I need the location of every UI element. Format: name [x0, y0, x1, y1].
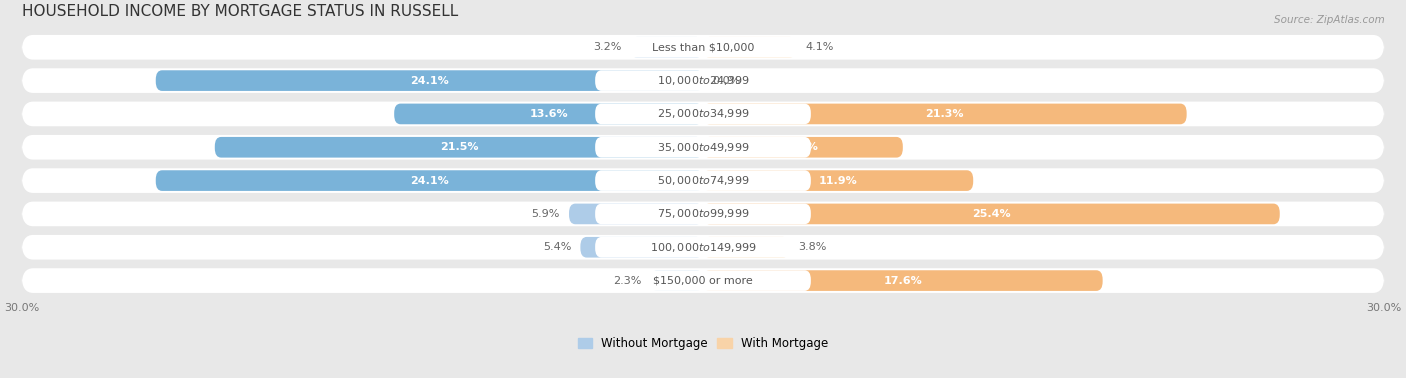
Text: 17.6%: 17.6% — [883, 276, 922, 286]
FancyBboxPatch shape — [703, 170, 973, 191]
FancyBboxPatch shape — [581, 237, 703, 257]
FancyBboxPatch shape — [394, 104, 703, 124]
Text: $75,000 to $99,999: $75,000 to $99,999 — [657, 208, 749, 220]
FancyBboxPatch shape — [21, 68, 1385, 93]
Text: 24.1%: 24.1% — [411, 176, 449, 186]
Text: 3.8%: 3.8% — [799, 242, 827, 252]
FancyBboxPatch shape — [156, 170, 703, 191]
FancyBboxPatch shape — [703, 204, 1279, 224]
FancyBboxPatch shape — [703, 270, 1102, 291]
FancyBboxPatch shape — [703, 237, 789, 257]
FancyBboxPatch shape — [595, 70, 811, 91]
Text: 5.9%: 5.9% — [531, 209, 560, 219]
FancyBboxPatch shape — [595, 170, 811, 191]
FancyBboxPatch shape — [215, 137, 703, 158]
Text: $35,000 to $49,999: $35,000 to $49,999 — [657, 141, 749, 154]
FancyBboxPatch shape — [21, 235, 1385, 260]
Text: 5.4%: 5.4% — [543, 242, 571, 252]
Text: HOUSEHOLD INCOME BY MORTGAGE STATUS IN RUSSELL: HOUSEHOLD INCOME BY MORTGAGE STATUS IN R… — [21, 4, 458, 19]
FancyBboxPatch shape — [21, 168, 1385, 193]
FancyBboxPatch shape — [630, 37, 703, 57]
FancyBboxPatch shape — [595, 137, 811, 158]
FancyBboxPatch shape — [21, 102, 1385, 126]
Text: 0.0%: 0.0% — [711, 76, 741, 85]
Text: 21.3%: 21.3% — [925, 109, 965, 119]
Text: 25.4%: 25.4% — [972, 209, 1011, 219]
FancyBboxPatch shape — [595, 270, 811, 291]
Text: $50,000 to $74,999: $50,000 to $74,999 — [657, 174, 749, 187]
Text: 24.1%: 24.1% — [411, 76, 449, 85]
FancyBboxPatch shape — [156, 70, 703, 91]
Text: Source: ZipAtlas.com: Source: ZipAtlas.com — [1274, 15, 1385, 25]
Legend: Without Mortgage, With Mortgage: Without Mortgage, With Mortgage — [574, 332, 832, 355]
FancyBboxPatch shape — [703, 37, 796, 57]
FancyBboxPatch shape — [703, 137, 903, 158]
FancyBboxPatch shape — [21, 135, 1385, 160]
FancyBboxPatch shape — [595, 104, 811, 124]
Text: $10,000 to $24,999: $10,000 to $24,999 — [657, 74, 749, 87]
FancyBboxPatch shape — [703, 104, 1187, 124]
FancyBboxPatch shape — [21, 268, 1385, 293]
FancyBboxPatch shape — [595, 37, 811, 57]
Text: $25,000 to $34,999: $25,000 to $34,999 — [657, 107, 749, 121]
FancyBboxPatch shape — [595, 204, 811, 224]
Text: Less than $10,000: Less than $10,000 — [652, 42, 754, 52]
Text: 13.6%: 13.6% — [529, 109, 568, 119]
FancyBboxPatch shape — [595, 237, 811, 257]
Text: 2.3%: 2.3% — [613, 276, 641, 286]
FancyBboxPatch shape — [21, 201, 1385, 226]
FancyBboxPatch shape — [21, 35, 1385, 60]
Text: $100,000 to $149,999: $100,000 to $149,999 — [650, 241, 756, 254]
Text: 8.8%: 8.8% — [787, 142, 818, 152]
FancyBboxPatch shape — [569, 204, 703, 224]
Text: 11.9%: 11.9% — [818, 176, 858, 186]
Text: 4.1%: 4.1% — [806, 42, 834, 52]
Text: 3.2%: 3.2% — [593, 42, 621, 52]
Text: $150,000 or more: $150,000 or more — [654, 276, 752, 286]
FancyBboxPatch shape — [651, 270, 703, 291]
Text: 21.5%: 21.5% — [440, 142, 478, 152]
